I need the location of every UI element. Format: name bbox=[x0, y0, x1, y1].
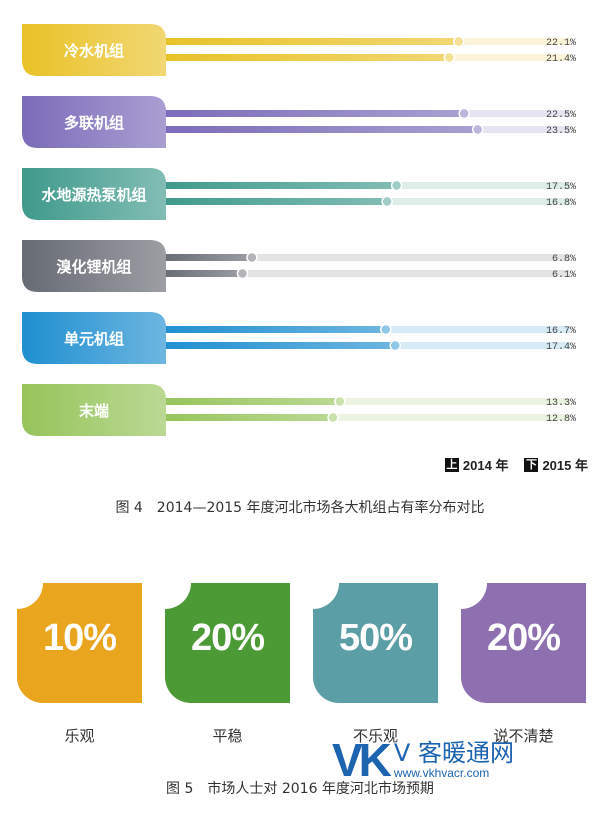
legend-item-2015: 下 2015 年 bbox=[524, 455, 588, 474]
bar-end-marker bbox=[443, 51, 456, 64]
value-label: 6.1% bbox=[552, 270, 576, 281]
bar-4-series-0 bbox=[160, 326, 386, 333]
value-label: 13.3% bbox=[546, 398, 576, 409]
bar-end-marker bbox=[471, 123, 484, 136]
bar-0-series-1 bbox=[160, 54, 450, 61]
category-tag bbox=[22, 168, 166, 220]
bar-3-series-0 bbox=[160, 254, 252, 261]
value-label: 6.8% bbox=[552, 254, 576, 265]
legend-item-2014: 上 2014 年 bbox=[444, 455, 509, 474]
bar-3-series-1 bbox=[160, 270, 243, 277]
value-label: 16.7% bbox=[546, 326, 576, 337]
bar-end-marker bbox=[390, 179, 403, 192]
site-watermark: VK V 客暖通网 www.vkhvacr.com bbox=[332, 734, 514, 786]
value-label: 22.1% bbox=[546, 38, 576, 49]
legend-mark-upper: 上 bbox=[444, 457, 459, 472]
category-label: 末端 bbox=[79, 402, 109, 420]
value-label: 22.5% bbox=[546, 110, 576, 121]
bar-end-marker bbox=[334, 395, 346, 408]
bar-end-marker bbox=[453, 35, 465, 48]
bar-end-marker bbox=[381, 195, 393, 208]
value-label: 17.5% bbox=[546, 182, 576, 193]
value-label: 12.8% bbox=[546, 414, 576, 425]
value-label: 23.5% bbox=[546, 126, 576, 137]
category-tag bbox=[22, 240, 166, 292]
legend-mark-lower: 下 bbox=[524, 457, 539, 472]
outlook-value-1: 20% bbox=[190, 617, 265, 659]
bar-end-marker bbox=[236, 267, 249, 280]
category-tag bbox=[22, 312, 166, 364]
watermark-site-name: V 客暖通网 bbox=[393, 739, 514, 767]
chart-legend: 上 2014 年 下 2015 年 bbox=[444, 455, 588, 474]
bar-5-series-1 bbox=[160, 414, 334, 421]
figure-4-caption: 图 4 2014—2015 年度河北市场各大机组占有率分布对比 bbox=[115, 500, 485, 516]
category-tag bbox=[22, 96, 166, 148]
value-label: 16.8% bbox=[546, 198, 576, 209]
legend-label-2015: 2015 年 bbox=[542, 458, 588, 473]
outlook-cards: 10% 20% 50% 20% 乐观 平稳 不乐观 说不清楚 bbox=[17, 583, 587, 753]
bar-track bbox=[160, 414, 570, 421]
outlook-label-0: 乐观 bbox=[64, 727, 95, 745]
bar-1-series-0 bbox=[160, 110, 465, 117]
category-label: 单元机组 bbox=[64, 330, 124, 348]
outlook-card-3: 20% bbox=[461, 583, 586, 703]
bar-track bbox=[160, 270, 570, 277]
bar-end-marker bbox=[389, 339, 401, 352]
value-label: 17.4% bbox=[546, 342, 576, 353]
outlook-card-2: 50% bbox=[313, 583, 438, 703]
bar-track bbox=[160, 398, 570, 405]
bar-end-marker bbox=[246, 251, 258, 264]
category-label: 溴化锂机组 bbox=[56, 258, 131, 276]
value-label: 21.4% bbox=[546, 54, 576, 65]
category-tag bbox=[22, 24, 166, 76]
watermark-logo: VK bbox=[332, 734, 392, 786]
bar-end-marker bbox=[380, 323, 392, 336]
bar-0-series-0 bbox=[160, 38, 459, 45]
watermark-url: www.vkhvacr.com bbox=[393, 766, 490, 780]
bar-2-series-0 bbox=[160, 182, 397, 189]
category-label: 多联机组 bbox=[64, 114, 124, 132]
bar-5-series-0 bbox=[160, 398, 340, 405]
bar-4-series-1 bbox=[160, 342, 396, 349]
category-tag bbox=[22, 384, 166, 436]
figure-5-caption: 图 5 市场人士对 2016 年度河北市场预期 bbox=[166, 781, 434, 797]
bar-end-marker bbox=[327, 411, 339, 424]
outlook-label-2: 不乐观 bbox=[352, 727, 398, 745]
outlook-value-3: 20% bbox=[486, 617, 561, 659]
legend-label-2014: 2014 年 bbox=[462, 458, 509, 473]
category-label: 冷水机组 bbox=[64, 42, 124, 60]
outlook-card-0: 10% bbox=[17, 583, 142, 703]
bar-end-marker bbox=[458, 107, 470, 120]
bar-2-series-1 bbox=[160, 198, 388, 205]
bar-track bbox=[160, 254, 570, 261]
outlook-label-3: 说不清楚 bbox=[493, 727, 554, 745]
outlook-card-1: 20% bbox=[165, 583, 290, 703]
outlook-value-2: 50% bbox=[338, 617, 413, 659]
market-share-chart: 22.1% 21.4% 冷水机组 22.5% 23.5% 多联机组 17.5% 16.8% 水地… bbox=[22, 24, 576, 436]
outlook-value-0: 10% bbox=[42, 617, 117, 659]
outlook-label-1: 平稳 bbox=[212, 727, 243, 745]
bar-1-series-1 bbox=[160, 126, 478, 133]
category-label: 水地源热泵机组 bbox=[41, 186, 146, 204]
